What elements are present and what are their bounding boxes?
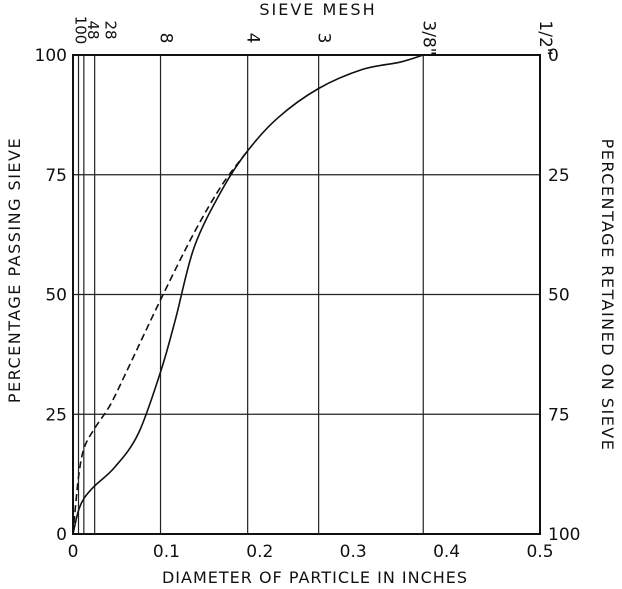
sieve-mesh-label: 28 bbox=[102, 20, 120, 39]
y-axis-label-right: PERCENTAGE RETAINED ON SIEVE bbox=[598, 139, 617, 452]
x-tick-label: 0.4 bbox=[433, 542, 460, 562]
x-tick-label: 0.1 bbox=[153, 542, 180, 562]
y-tick-label-right: 0 bbox=[548, 46, 559, 66]
y-tick-label: 50 bbox=[45, 286, 67, 306]
plot-frame bbox=[72, 54, 541, 535]
series-line-solid bbox=[72, 54, 424, 535]
sieve-mesh-label: 3 bbox=[314, 33, 334, 44]
y-axis-label: PERCENTAGE PASSING SIEVE bbox=[5, 137, 24, 403]
sieve-mesh-label: 4 bbox=[243, 33, 263, 44]
y-tick-label: 0 bbox=[56, 525, 67, 545]
y-tick-label-right: 75 bbox=[548, 405, 570, 425]
sieve-mesh-label: 8 bbox=[156, 33, 176, 44]
x-tick-label: 0.2 bbox=[246, 542, 273, 562]
y-tick-label-right: 50 bbox=[548, 286, 570, 306]
top-axis-label: SIEVE MESH bbox=[259, 0, 376, 19]
y-tick-label-right: 100 bbox=[548, 525, 580, 545]
sieve-mesh-label: 48 bbox=[84, 20, 102, 39]
series-line-dashed bbox=[72, 150, 249, 535]
y-tick-label: 75 bbox=[45, 166, 67, 186]
series-group bbox=[72, 54, 424, 535]
x-axis-label: DIAMETER OF PARTICLE IN INCHES bbox=[162, 568, 468, 587]
y-tick-label-right: 25 bbox=[548, 166, 570, 186]
sieve-mesh-label: 1/2" bbox=[535, 20, 555, 55]
y-tick-label: 100 bbox=[35, 46, 67, 66]
y-tick-label: 25 bbox=[45, 405, 67, 425]
x-tick-label: 0.5 bbox=[526, 542, 553, 562]
x-tick-label: 0.3 bbox=[340, 542, 367, 562]
sieve-mesh-label: 100 bbox=[72, 16, 90, 45]
sieve-mesh-label: 3/8" bbox=[418, 20, 438, 55]
grid bbox=[73, 54, 540, 535]
x-tick-label: 0 bbox=[68, 542, 79, 562]
